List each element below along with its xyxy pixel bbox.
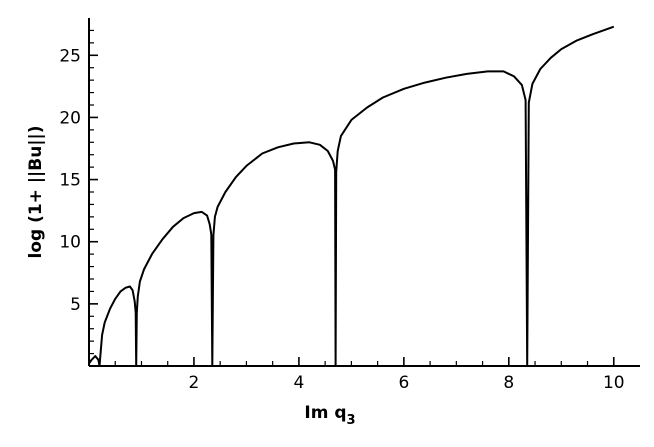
x-tick-label: 10	[603, 373, 625, 393]
series-line	[88, 25, 615, 367]
x-axis-label-subscript: 3	[347, 413, 356, 428]
y-tick-label: 25	[59, 46, 81, 66]
y-tick-label: 15	[59, 171, 81, 191]
x-axis-label-main: Im q	[304, 403, 346, 423]
y-tick-label: 20	[59, 108, 81, 128]
y-axis-label: log (1+ ||Bu||)	[26, 125, 46, 258]
x-tick-label: 2	[189, 373, 200, 393]
y-tick-label: 10	[59, 233, 81, 253]
minor-ticks	[89, 29, 589, 366]
x-axis-label: Im q3	[304, 403, 355, 428]
y-ticks: 5 10 15 20 25	[59, 46, 98, 315]
x-tick-label: 4	[293, 373, 304, 393]
plot-frame	[88, 18, 640, 367]
y-tick-label: 5	[70, 295, 81, 315]
x-ticks: 2 4 6 8 10	[189, 357, 625, 393]
x-tick-label: 8	[503, 373, 514, 393]
x-tick-label: 6	[398, 373, 409, 393]
